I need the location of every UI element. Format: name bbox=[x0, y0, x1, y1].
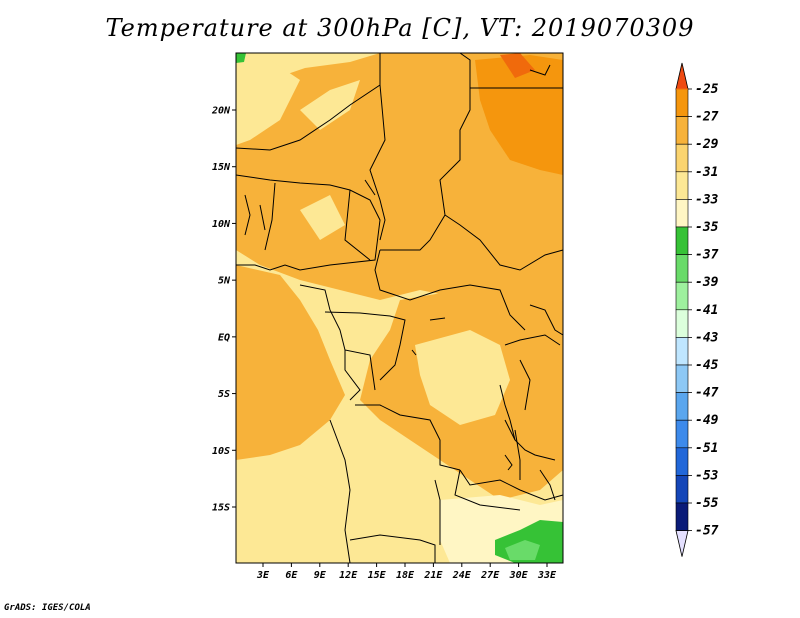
colorbar-swatch bbox=[675, 309, 689, 338]
colorbar-swatch bbox=[675, 392, 689, 421]
lon-label: 27E bbox=[480, 570, 500, 581]
lon-label: 15E bbox=[368, 570, 387, 581]
colorbar-swatch bbox=[675, 475, 689, 504]
lon-label: 33E bbox=[537, 570, 557, 581]
lon-label: 30E bbox=[509, 570, 529, 581]
chart-title: Temperature at 300hPa [C], VT: 201907030… bbox=[105, 14, 695, 42]
colorbar-label: -53 bbox=[695, 468, 719, 483]
lon-label: 18E bbox=[396, 570, 415, 581]
lon-label: 9E bbox=[314, 570, 327, 581]
lat-label: 20N bbox=[211, 106, 231, 117]
colorbar-label: -49 bbox=[695, 413, 719, 428]
lat-label: 10S bbox=[212, 446, 230, 457]
country-borders bbox=[235, 52, 564, 564]
colorbar-swatch bbox=[675, 254, 689, 283]
colorbar-label: -35 bbox=[695, 220, 719, 235]
colorbar-swatch bbox=[675, 502, 689, 531]
colorbar-swatch bbox=[675, 337, 689, 366]
lat-label: 15S bbox=[212, 503, 230, 514]
lon-label: 21E bbox=[423, 570, 443, 581]
lat-label: EQ bbox=[218, 332, 230, 343]
colorbar-swatch bbox=[675, 88, 689, 117]
colorbar-label: -55 bbox=[695, 496, 719, 511]
lat-label: 5N bbox=[218, 276, 231, 287]
colorbar-label: -27 bbox=[695, 110, 719, 125]
colorbar-swatch bbox=[675, 171, 689, 200]
temperature-field bbox=[236, 53, 563, 563]
colorbar-label: -37 bbox=[695, 248, 719, 263]
colorbar-label: -41 bbox=[695, 303, 718, 318]
lon-label: 3E bbox=[256, 570, 270, 581]
lat-label: 15N bbox=[212, 162, 231, 173]
colorbar-label: -31 bbox=[695, 165, 718, 180]
lat-label: 10N bbox=[212, 219, 231, 230]
colorbar-bottom-arrow bbox=[675, 530, 689, 557]
colorbar-swatch bbox=[675, 143, 689, 173]
colorbar-label: -33 bbox=[695, 192, 719, 207]
colorbar-label: -45 bbox=[695, 358, 719, 373]
colorbar-swatch bbox=[675, 364, 689, 393]
colorbar-label: -29 bbox=[695, 137, 719, 152]
colorbar-top-arrow bbox=[675, 62, 689, 90]
colorbar-label: -39 bbox=[695, 275, 719, 290]
colorbar-label: -57 bbox=[695, 524, 719, 539]
map-frame bbox=[235, 52, 564, 564]
colorbar-swatch bbox=[675, 419, 689, 449]
lon-label: 12E bbox=[339, 570, 358, 581]
colorbar-top-swatch bbox=[676, 88, 688, 90]
colorbar: -25 -27 -29 -31 -33 -35 -37 -39 -41 -43 -45 -47 -49 -… bbox=[675, 62, 719, 557]
latitude-axis: 20N 15N 10N 5N EQ 5S 10S 15S bbox=[211, 106, 236, 514]
colorbar-swatch bbox=[675, 116, 689, 145]
colorbar-label: -47 bbox=[695, 386, 719, 401]
colorbar-label: -43 bbox=[695, 330, 719, 345]
colorbar-swatch bbox=[675, 447, 689, 476]
colorbar-label: -25 bbox=[695, 82, 719, 97]
colorbar-swatch bbox=[675, 226, 689, 255]
colorbar-swatch bbox=[675, 199, 689, 228]
lat-label: 5S bbox=[218, 389, 230, 400]
colorbar-label: -51 bbox=[695, 441, 718, 456]
lon-label: 24E bbox=[452, 570, 472, 581]
grads-credit: GrADS: IGES/COLA bbox=[4, 603, 91, 613]
lon-label: 6E bbox=[285, 570, 298, 581]
longitude-axis: 3E 6E 9E 12E 15E 18E 21E 24E 27E 30E 33E bbox=[256, 563, 557, 581]
colorbar-swatch bbox=[675, 281, 689, 311]
